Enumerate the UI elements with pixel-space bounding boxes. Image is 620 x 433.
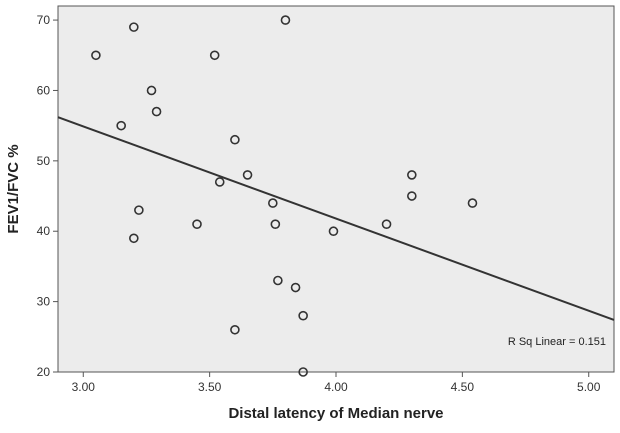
r-squared-annotation: R Sq Linear = 0.151	[508, 336, 606, 348]
data-point	[242, 170, 253, 180]
x-tick-label: 3.00	[72, 380, 96, 394]
x-tick-label: 4.50	[451, 380, 475, 394]
data-point	[298, 310, 308, 321]
data-point	[116, 120, 126, 131]
data-point	[467, 198, 478, 208]
data-point	[129, 22, 139, 32]
data-point	[328, 226, 339, 237]
y-tick-label: 50	[37, 154, 51, 168]
x-tick-label: 4.00	[324, 380, 348, 394]
data-point	[280, 15, 291, 25]
data-point	[268, 198, 278, 208]
data-point	[129, 233, 139, 244]
y-tick-label: 20	[37, 365, 51, 379]
y-tick-label: 40	[37, 224, 51, 238]
data-point	[407, 170, 417, 180]
data-points	[91, 15, 478, 377]
data-point	[146, 85, 157, 96]
data-point	[298, 367, 308, 377]
data-point	[407, 191, 417, 201]
data-point	[273, 275, 283, 286]
x-tick-label: 5.00	[577, 380, 601, 394]
y-tick-label: 30	[37, 295, 51, 309]
data-point	[134, 205, 144, 215]
data-point	[209, 50, 220, 61]
data-point	[381, 219, 392, 229]
data-point	[290, 282, 301, 293]
y-axis-ticks: 20 30 40 50 60 70	[37, 13, 58, 379]
data-point	[230, 134, 240, 145]
data-point	[230, 324, 240, 335]
data-point	[151, 106, 162, 117]
x-axis-ticks: 3.00 3.50 4.00 4.50 5.00	[72, 372, 601, 394]
linear-fit-line	[57, 116, 615, 321]
x-axis-label: Distal latency of Median nerve	[228, 405, 443, 422]
y-axis-label: FEV1/FVC %	[5, 144, 22, 233]
x-tick-label: 3.50	[198, 380, 222, 394]
data-point	[270, 219, 281, 229]
data-point	[192, 219, 202, 229]
data-point	[91, 50, 101, 61]
y-tick-label: 70	[37, 13, 51, 27]
data-point	[214, 177, 225, 187]
plot-area	[57, 5, 615, 373]
y-tick-label: 60	[37, 83, 51, 97]
